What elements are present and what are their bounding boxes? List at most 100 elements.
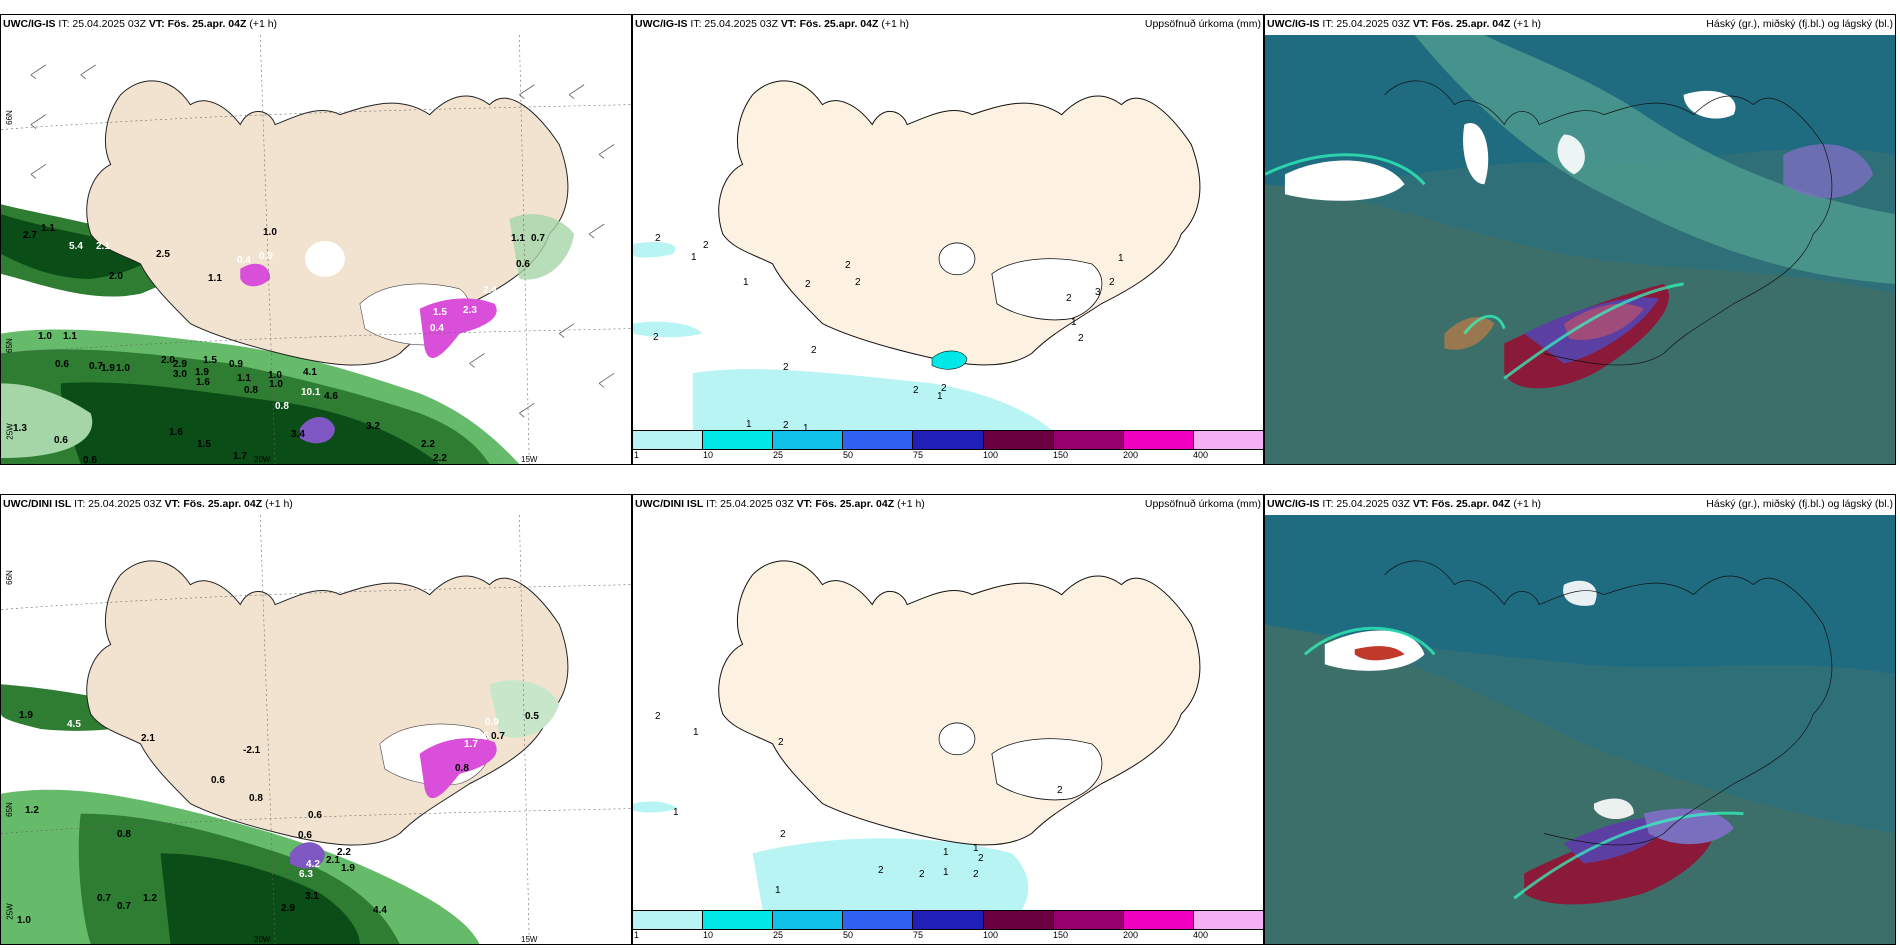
- legend-tick: 200: [1123, 450, 1139, 460]
- wind-value: 2.1: [96, 241, 110, 252]
- cloud-map: [1265, 515, 1895, 944]
- wind-value: 0.6: [211, 775, 225, 786]
- legend-bar: [633, 910, 1263, 930]
- wind-value: 2.1: [326, 855, 340, 866]
- wind-value: 2.5: [156, 249, 170, 260]
- precip-value: 2: [913, 385, 919, 396]
- precip-value: 2: [1057, 785, 1063, 796]
- wind-value: 0.6: [55, 359, 69, 370]
- legend-swatch: [773, 431, 844, 449]
- wind-value: 0.9: [259, 251, 273, 262]
- precip-legend: 1 10 25 50 75 100 150 200 400: [633, 910, 1263, 944]
- wind-value: 4.6: [324, 391, 338, 402]
- wind-value: 2.2: [337, 847, 351, 858]
- wind-value: 1.0: [268, 370, 282, 381]
- wind-value: 6.3: [299, 869, 313, 880]
- wind-value: 2.5: [475, 731, 489, 742]
- panel-header: UWC/IG-IS IT: 25.04.2025 03Z VT: Fös. 25…: [1265, 495, 1895, 515]
- precip-legend: 1 10 25 50 75 100 150 200 400: [633, 430, 1263, 464]
- precip-value: 1: [943, 847, 949, 858]
- precip-panel-bottom: UWC/DINI ISL IT: 25.04.2025 03Z VT: Fös.…: [632, 494, 1264, 945]
- precip-value: 2: [655, 711, 661, 722]
- init-time: IT: 25.04.2025 03Z: [58, 18, 146, 30]
- wind-value: 2.3: [463, 305, 477, 316]
- wind-value: 2.1: [141, 733, 155, 744]
- model-name: UWC/DINI ISL: [3, 498, 72, 510]
- legend-tick: 25: [773, 930, 784, 940]
- init-time: IT: 25.04.2025 03Z: [74, 498, 162, 510]
- legend-swatch: [843, 911, 914, 929]
- lead-time: (+1 h): [1513, 498, 1542, 510]
- precip-value: 1: [775, 885, 781, 896]
- cloud-map: [1265, 35, 1895, 464]
- model-name: UWC/DINI ISL: [635, 498, 704, 510]
- wind-value: 1.2: [143, 893, 157, 904]
- wind-value: 1.6: [169, 427, 183, 438]
- init-time: IT: 25.04.2025 03Z: [690, 18, 778, 30]
- wind-panel-bottom: UWC/DINI ISL IT: 25.04.2025 03Z VT: Fös.…: [0, 494, 632, 945]
- lead-time: (+1 h): [1513, 18, 1542, 30]
- legend-swatch: [703, 431, 774, 449]
- precip-value: 1: [673, 807, 679, 818]
- cloud-map-svg: [1265, 515, 1895, 944]
- wind-value: 2.7: [23, 230, 37, 241]
- wind-value: 3.2: [366, 421, 380, 432]
- lon-label: 15W: [521, 935, 538, 944]
- field-title: Uppsöfnuð úrkoma (mm): [1144, 18, 1261, 30]
- wind-value: 0.7: [97, 893, 111, 904]
- init-time: IT: 25.04.2025 03Z: [706, 498, 794, 510]
- precip-value: 2: [1109, 277, 1115, 288]
- wind-value: 1.0: [269, 379, 283, 390]
- precip-value: 1: [1118, 253, 1124, 264]
- precip-value: 1: [691, 252, 697, 263]
- wind-value: 0.8: [249, 793, 263, 804]
- lat-label: 66N: [4, 570, 14, 585]
- legend-swatch: [773, 911, 844, 929]
- valid-time: Fös. 25.apr. 04Z: [815, 498, 895, 510]
- precip-map: [633, 515, 1263, 910]
- precip-value: 1: [1071, 317, 1077, 328]
- legend-ticks: 1 10 25 50 75 100 150 200 400: [633, 450, 1263, 462]
- wind-value: 4.5: [67, 719, 81, 730]
- precip-value: 1: [973, 843, 979, 854]
- wind-value: 4.4: [373, 905, 387, 916]
- precip-value: 2: [1078, 333, 1084, 344]
- precip-value: 2: [780, 829, 786, 840]
- wind-value: 0.6: [516, 259, 530, 270]
- wind-value: 1.0: [38, 331, 52, 342]
- precip-value: 1: [803, 423, 809, 434]
- wind-value: 0.4: [237, 255, 251, 266]
- wind-map-svg: [1, 515, 631, 944]
- precip-value: 2: [653, 332, 659, 343]
- legend-swatch: [983, 911, 1054, 929]
- legend-tick: 75: [913, 930, 924, 940]
- wind-value: 1.1: [208, 273, 222, 284]
- legend-tick: 10: [703, 930, 714, 940]
- precip-value: 2: [655, 233, 661, 244]
- legend-tick: 400: [1193, 450, 1209, 460]
- precip-value: 2: [941, 383, 947, 394]
- lead-time: (+1 h): [265, 498, 293, 510]
- wind-map: [1, 35, 631, 464]
- wind-value: 2.9: [281, 903, 295, 914]
- lat-label: 65N: [4, 802, 14, 817]
- model-name: UWC/IG-IS: [3, 18, 56, 30]
- wind-value: 0.6: [83, 455, 97, 465]
- precip-value: 2: [845, 260, 851, 271]
- wind-value: 2.0: [161, 355, 175, 366]
- vt-label: VT:: [1412, 18, 1429, 30]
- lead-time: (+1 h): [249, 18, 278, 30]
- legend-tick: 1: [634, 930, 640, 940]
- precip-value: 3: [1095, 287, 1101, 298]
- legend-tick: 50: [843, 930, 854, 940]
- legend-tick: 150: [1053, 930, 1069, 940]
- panel-header: UWC/DINI ISL IT: 25.04.2025 03Z VT: Fös.…: [633, 495, 1263, 515]
- wind-map-svg: [1, 35, 631, 464]
- wind-value: 0.8: [244, 385, 258, 396]
- wind-value: 0.8: [275, 401, 289, 412]
- legend-swatch: [913, 431, 984, 449]
- field-title: Háský (gr.), miðský (fj.bl.) og lágský (…: [1706, 498, 1893, 510]
- field-title: Háský (gr.), miðský (fj.bl.) og lágský (…: [1706, 18, 1893, 30]
- wind-value: 1.2: [25, 805, 39, 816]
- wind-value: 1.1: [237, 373, 251, 384]
